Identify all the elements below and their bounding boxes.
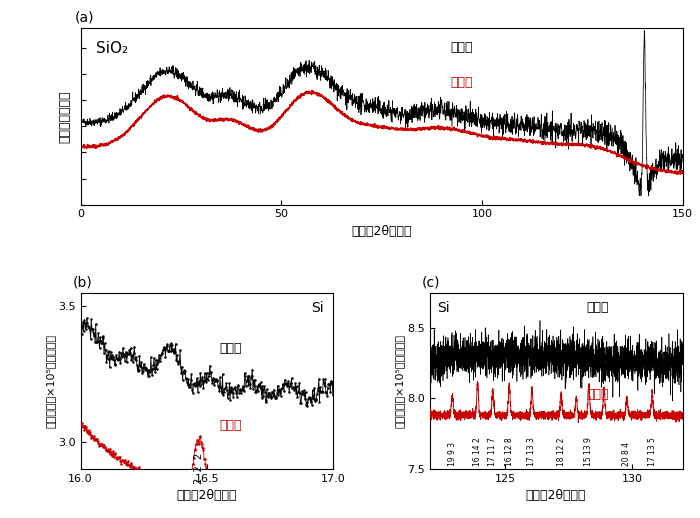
Text: 17 13 5: 17 13 5	[648, 437, 657, 466]
X-axis label: 散乱角2θ（度）: 散乱角2θ（度）	[176, 489, 237, 502]
Text: 15 13 9: 15 13 9	[584, 437, 594, 466]
Text: (c): (c)	[422, 275, 440, 289]
Text: 補正前: 補正前	[587, 301, 609, 314]
Text: 17 13 3: 17 13 3	[528, 437, 536, 466]
Text: SiO₂: SiO₂	[95, 41, 127, 56]
Text: 補正後: 補正後	[451, 76, 473, 89]
X-axis label: 散乱角2θ（度）: 散乱角2θ（度）	[526, 489, 587, 502]
Y-axis label: 散乱強度（×10⁵カウント）: 散乱強度（×10⁵カウント）	[394, 334, 404, 428]
Text: 16 12 8: 16 12 8	[505, 437, 514, 466]
Text: 補正前: 補正前	[451, 41, 473, 54]
Text: 補正後: 補正後	[220, 420, 242, 433]
Text: 19 9 3: 19 9 3	[448, 442, 457, 466]
Text: 20 8 4: 20 8 4	[622, 442, 631, 466]
Text: Si: Si	[311, 301, 323, 315]
Text: Si: Si	[437, 301, 450, 315]
X-axis label: 散乱角2θ（度）: 散乱角2θ（度）	[351, 225, 412, 238]
Text: 18 12 2: 18 12 2	[556, 438, 566, 466]
Y-axis label: 散乱強度（×10⁵カウント）: 散乱強度（×10⁵カウント）	[46, 334, 55, 428]
Y-axis label: 規格化散乱強度: 規格化散乱強度	[59, 90, 71, 143]
Text: 補正前: 補正前	[220, 342, 242, 355]
Text: (b): (b)	[73, 275, 92, 289]
Text: 16 14 2: 16 14 2	[473, 437, 482, 466]
Text: 17 11 7: 17 11 7	[489, 437, 497, 466]
Text: 補正後: 補正後	[587, 388, 609, 401]
Text: 2  2  2: 2 2 2	[195, 453, 204, 484]
Text: (a): (a)	[74, 11, 94, 25]
